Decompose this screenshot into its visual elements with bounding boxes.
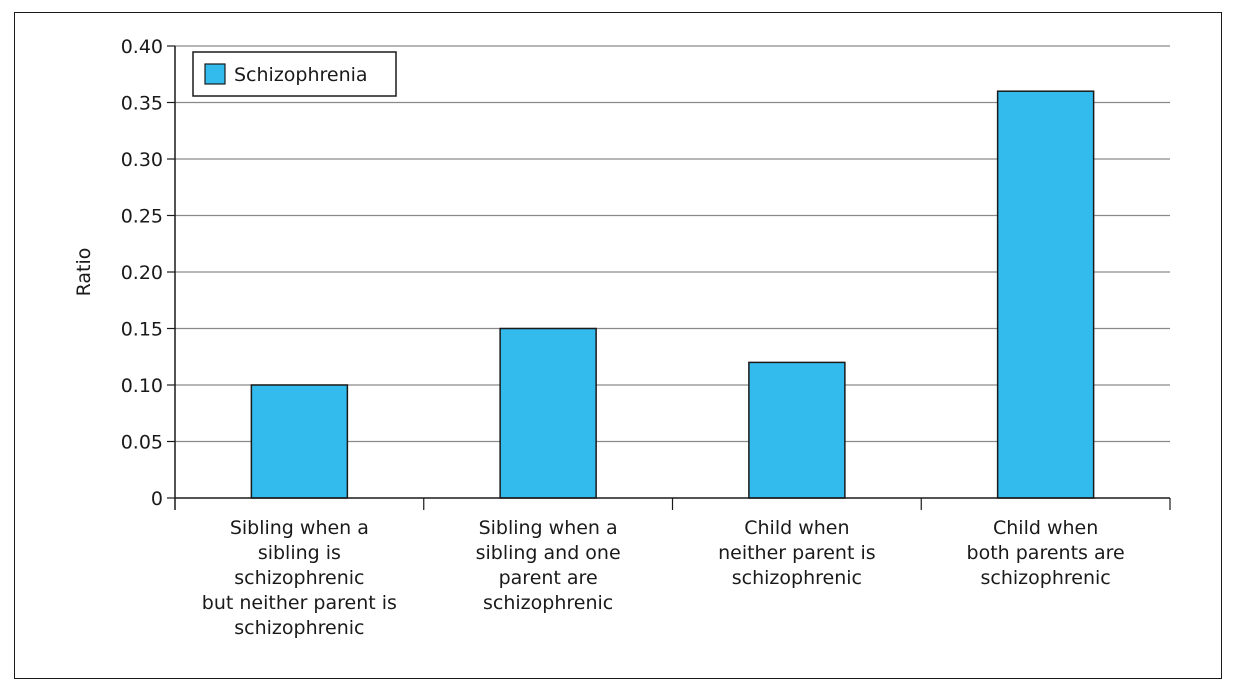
legend-box [192, 51, 397, 97]
legend: Schizophrenia [192, 51, 397, 97]
legend-swatch [204, 63, 226, 85]
bar [996, 90, 1095, 499]
y-tick-label: 0.15 [121, 319, 163, 341]
bars [250, 90, 1095, 499]
x-category-label: Sibling when a sibling and one parent are s… [476, 517, 621, 614]
x-category-label: Child when neither parent is schizophrenic [718, 517, 876, 589]
y-tick-label: 0.40 [121, 36, 163, 58]
y-tick-label: 0.30 [121, 149, 163, 171]
axes [174, 46, 1171, 510]
y-tick-label: 0 [151, 488, 163, 510]
legend-label: Schizophrenia [234, 64, 368, 86]
x-category-labels: Sibling when a sibling is schizophrenic but… [202, 517, 1125, 639]
y-tick-labels: 0 0.05 0.10 0.15 0.20 0.25 0.30 0.35 0.40 [121, 36, 163, 510]
bar [499, 327, 597, 499]
bar [250, 384, 349, 499]
y-axis-title: Ratio [73, 248, 95, 297]
bar [748, 361, 846, 499]
y-tick-label: 0.20 [121, 262, 163, 284]
x-category-label: Sibling when a sibling is schizophrenic but… [202, 517, 397, 639]
y-tick-label: 0.35 [121, 93, 163, 115]
x-category-label: Child when both parents are schizophrenic [967, 517, 1125, 589]
y-tick-label: 0.10 [121, 375, 163, 397]
y-tick-label: 0.05 [121, 432, 163, 454]
y-tick-label: 0.25 [121, 206, 163, 228]
